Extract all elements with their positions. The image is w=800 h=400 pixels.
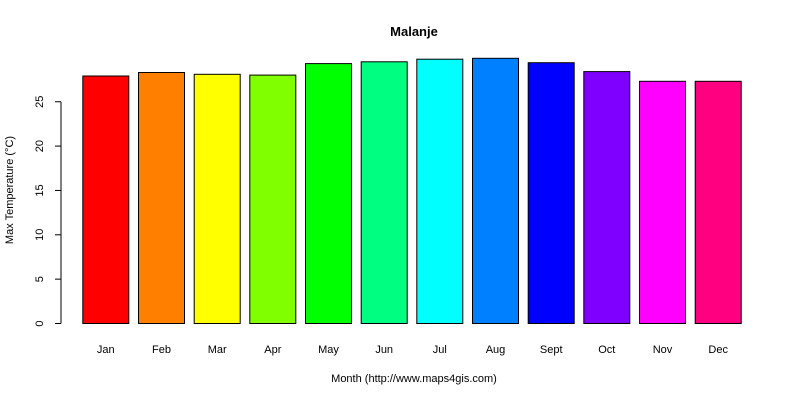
bar-may: [305, 63, 352, 324]
x-axis-label: Month (http://www.maps4gis.com): [331, 373, 497, 385]
bar-dec: [694, 80, 742, 324]
chart-title: Malanje: [390, 24, 438, 39]
x-tick-label: Jan: [97, 344, 115, 356]
x-tick-label: Jun: [375, 344, 393, 356]
y-axis: 0 5 10 15 20 25: [34, 96, 62, 327]
y-tick-label: 15: [34, 184, 46, 196]
x-tick-label: Aug: [486, 344, 506, 356]
x-tick-labels: Jan Feb Mar Apr May Jun Jul Aug Sept Oct Nov Dec: [97, 344, 729, 356]
x-tick-label: Feb: [152, 344, 171, 356]
bars-group: [82, 57, 742, 325]
bar-nov: [639, 80, 686, 324]
bar-sept: [527, 62, 575, 324]
bar-oct: [583, 71, 631, 324]
x-tick-label: Nov: [653, 344, 673, 356]
y-tick-label: 5: [34, 276, 46, 282]
x-tick-label: Dec: [708, 344, 728, 356]
y-tick-label: 20: [34, 140, 46, 152]
x-tick-label: Oct: [598, 344, 615, 356]
y-tick-label: 10: [34, 229, 46, 241]
bar-feb: [138, 72, 185, 324]
y-tick-label: 25: [34, 96, 46, 108]
bar-jun: [360, 61, 408, 325]
x-tick-label: Apr: [264, 344, 281, 356]
y-tick-label: 0: [34, 320, 46, 326]
x-tick-label: May: [318, 344, 339, 356]
bar-aug: [472, 57, 519, 325]
bar-jan: [82, 75, 130, 324]
bar-apr: [249, 74, 297, 324]
x-tick-label: Mar: [208, 344, 227, 356]
bar-jul: [416, 58, 464, 324]
y-axis-label: Max Temperature (°C): [4, 136, 16, 244]
x-tick-label: Jul: [433, 344, 447, 356]
x-tick-label: Sept: [540, 344, 563, 356]
bar-mar: [193, 73, 241, 324]
